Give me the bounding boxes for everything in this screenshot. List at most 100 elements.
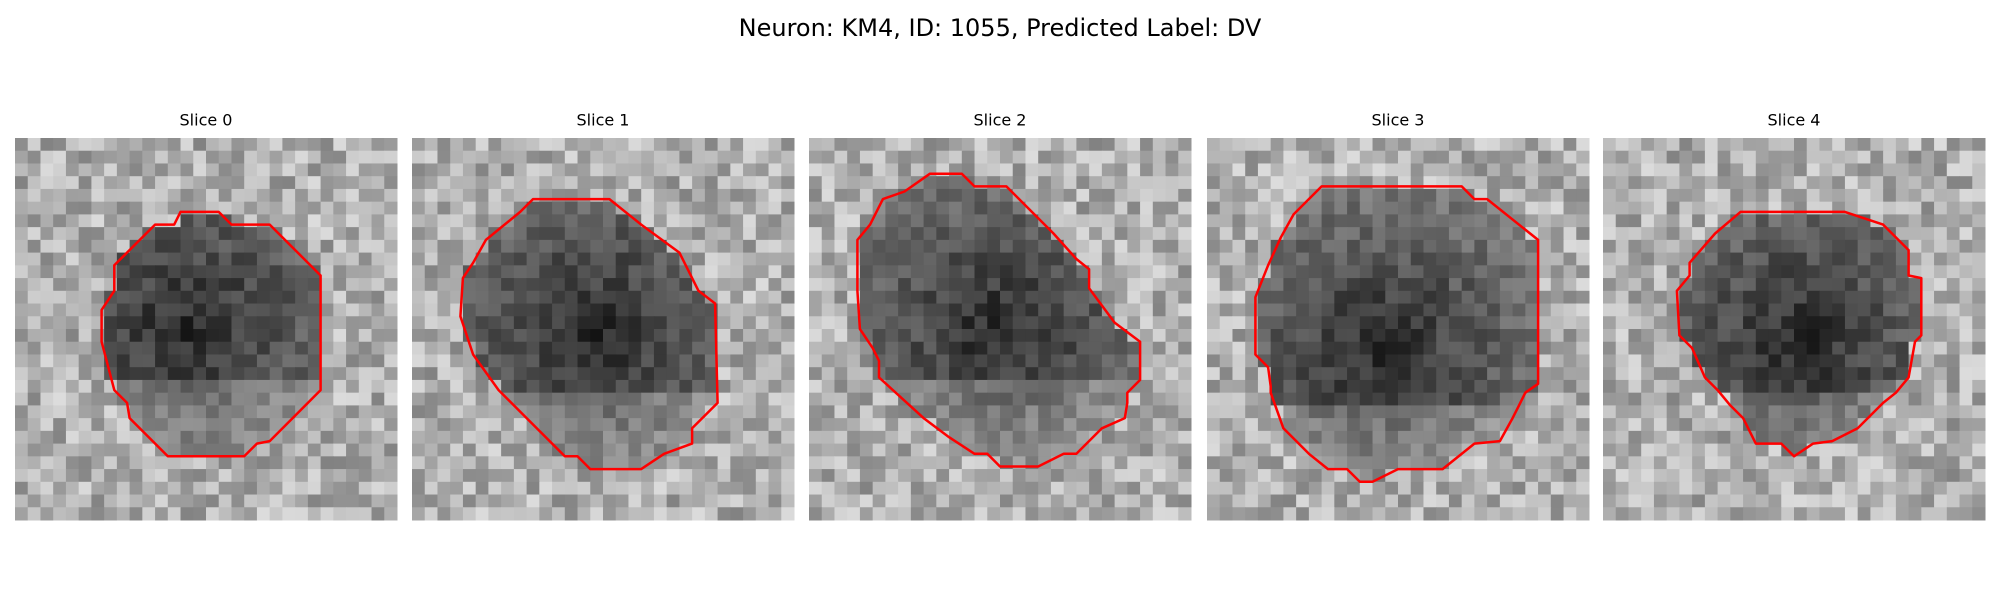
pixel — [859, 481, 874, 496]
pixel — [743, 138, 757, 152]
panel-title: Slice 3 — [1372, 111, 1425, 130]
pixel — [1012, 354, 1026, 368]
pixel — [462, 278, 477, 292]
pixel — [1296, 316, 1310, 330]
pixel — [1207, 481, 1221, 496]
pixel — [1025, 227, 1039, 241]
pixel — [1679, 392, 1693, 406]
pixel — [768, 507, 782, 521]
pixel — [781, 443, 795, 457]
pixel — [15, 176, 29, 190]
pixel — [1781, 303, 1795, 317]
pixel — [53, 469, 67, 483]
pixel — [501, 163, 515, 177]
pixel — [1165, 354, 1179, 368]
pixel — [65, 379, 80, 394]
pixel — [1025, 316, 1039, 330]
pixel — [1461, 354, 1475, 368]
pixel — [1934, 163, 1948, 177]
pixel — [1934, 214, 1948, 228]
pixel — [1347, 316, 1361, 330]
pixel — [1550, 201, 1565, 215]
pixel — [1410, 379, 1424, 394]
pixel — [1499, 290, 1514, 305]
pixel — [1448, 379, 1463, 394]
pixel — [256, 329, 271, 343]
pixel — [1050, 341, 1065, 355]
pixel — [1972, 469, 1986, 483]
pixel — [1245, 265, 1259, 279]
pixel — [244, 316, 258, 330]
pixel — [256, 392, 271, 406]
pixel — [1448, 430, 1463, 445]
pixel — [371, 163, 385, 177]
pixel — [564, 303, 579, 317]
pixel — [1372, 290, 1386, 305]
pixel — [1089, 303, 1103, 317]
pixel — [437, 138, 451, 152]
pixel — [1347, 354, 1361, 368]
pixel — [53, 456, 67, 470]
pixel — [206, 278, 220, 292]
pixel — [320, 265, 334, 279]
pixel — [526, 481, 540, 496]
pixel — [1692, 278, 1706, 292]
pixel — [704, 239, 719, 254]
pixel — [641, 418, 655, 432]
pixel — [1207, 290, 1221, 305]
pixel — [1012, 379, 1026, 394]
pixel — [206, 379, 220, 394]
pixel — [206, 494, 220, 508]
pixel — [755, 430, 770, 445]
pixel — [961, 150, 976, 164]
pixel — [1207, 443, 1221, 457]
pixel — [129, 443, 143, 457]
pixel — [333, 290, 347, 305]
pixel — [1653, 379, 1668, 394]
pixel — [1499, 481, 1514, 496]
pixel — [539, 367, 553, 381]
pixel — [91, 239, 105, 254]
pixel — [358, 379, 373, 394]
pixel — [1410, 138, 1424, 152]
pixel — [1101, 176, 1116, 190]
pixel — [1857, 469, 1871, 483]
pixel — [1755, 405, 1770, 419]
pixel — [847, 201, 861, 215]
pixel — [1152, 507, 1167, 521]
pixel — [1245, 188, 1259, 203]
pixel — [1232, 405, 1246, 419]
pixel — [1423, 469, 1437, 483]
pixel — [1934, 188, 1948, 203]
pixel — [1487, 405, 1501, 419]
pixel — [885, 507, 899, 521]
pixel — [1050, 418, 1065, 432]
pixel — [1679, 367, 1693, 381]
pixel — [1000, 469, 1014, 483]
pixel — [193, 278, 207, 292]
pixel — [1257, 507, 1272, 521]
pixel — [1870, 239, 1884, 254]
pixel — [412, 443, 426, 457]
pixel — [653, 469, 668, 483]
pixel — [1089, 214, 1103, 228]
pixel — [961, 418, 976, 432]
pixel — [1603, 418, 1617, 432]
pixel — [898, 138, 912, 152]
pixel — [1692, 316, 1706, 330]
pixel — [1819, 239, 1833, 254]
pixel — [1603, 150, 1617, 164]
pixel — [564, 405, 579, 419]
pixel — [1857, 405, 1871, 419]
pixel — [1334, 443, 1348, 457]
pixel — [78, 392, 92, 406]
pixel — [244, 481, 258, 496]
pixel — [1666, 227, 1680, 241]
pixel — [1832, 214, 1846, 228]
pixel — [974, 138, 988, 152]
pixel — [1114, 354, 1128, 368]
pixel — [1883, 329, 1897, 343]
pixel — [781, 150, 795, 164]
pixel — [1178, 138, 1192, 152]
pixel — [1832, 367, 1846, 381]
